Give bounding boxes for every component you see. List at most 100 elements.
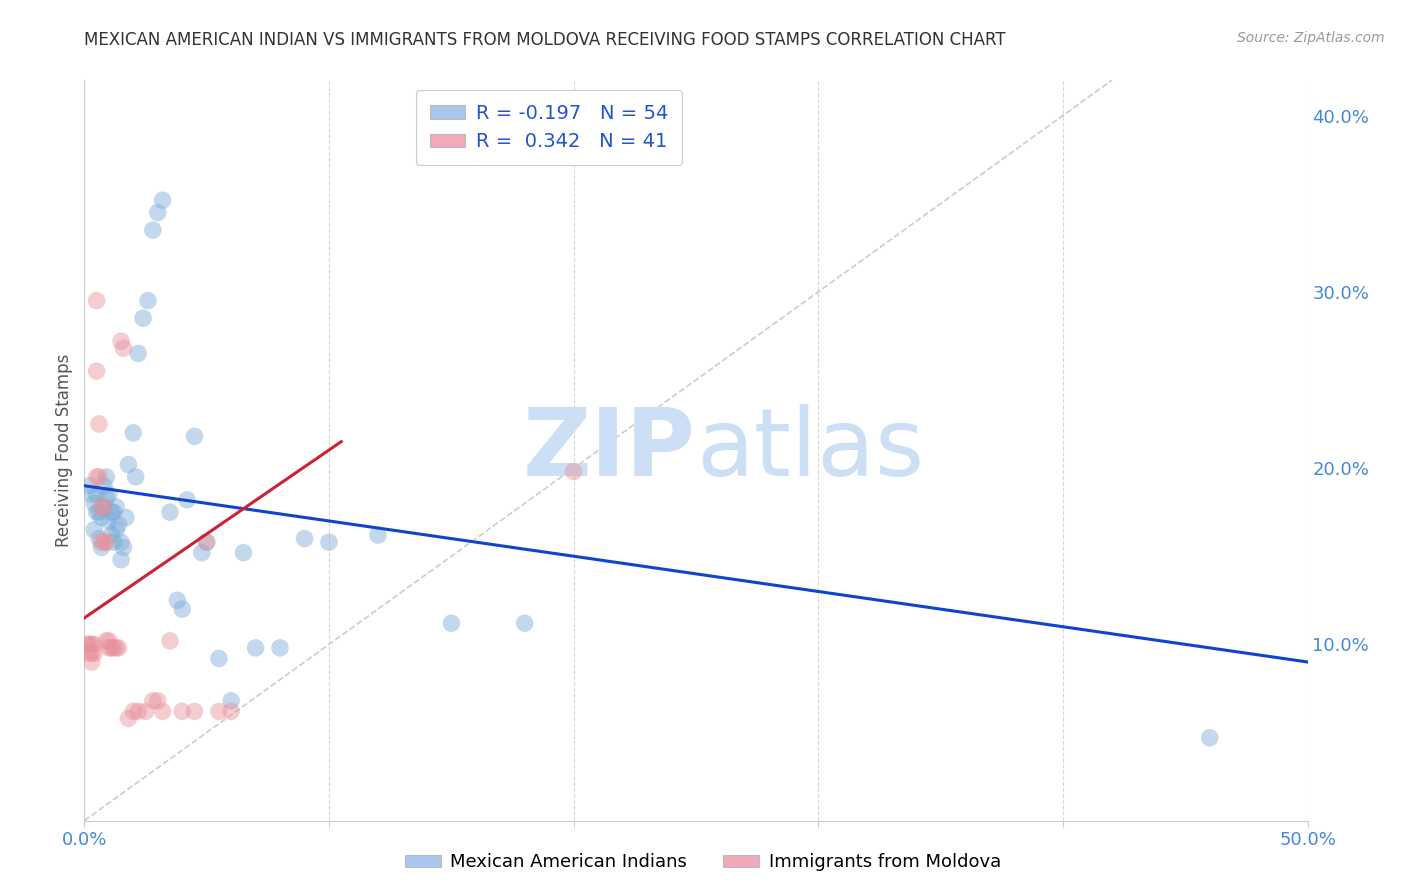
Point xyxy=(86,470,108,484)
Point xyxy=(183,429,205,443)
Point xyxy=(195,535,218,549)
Point xyxy=(96,535,118,549)
Point xyxy=(152,704,174,718)
Point xyxy=(86,505,108,519)
Point xyxy=(127,704,149,718)
Point xyxy=(117,458,139,472)
Point xyxy=(232,546,254,560)
Point xyxy=(83,496,105,510)
Y-axis label: Receiving Food Stamps: Receiving Food Stamps xyxy=(55,354,73,547)
Point xyxy=(103,535,125,549)
Point xyxy=(97,514,120,528)
Point xyxy=(136,293,159,308)
Legend: Mexican American Indians, Immigrants from Moldova: Mexican American Indians, Immigrants fro… xyxy=(398,847,1008,879)
Point xyxy=(87,532,110,546)
Point xyxy=(87,417,110,431)
Point xyxy=(93,535,115,549)
Point xyxy=(219,704,242,718)
Point xyxy=(90,541,112,555)
Point xyxy=(172,602,194,616)
Point xyxy=(562,465,585,479)
Point xyxy=(513,616,536,631)
Point xyxy=(112,541,135,555)
Point xyxy=(172,704,194,718)
Point xyxy=(440,616,463,631)
Point xyxy=(100,640,122,655)
Point xyxy=(83,646,105,660)
Point xyxy=(100,505,122,519)
Point xyxy=(122,425,145,440)
Point xyxy=(125,470,148,484)
Point xyxy=(1198,731,1220,745)
Point xyxy=(208,704,231,718)
Point xyxy=(77,479,100,493)
Point xyxy=(97,640,120,655)
Point xyxy=(90,500,112,514)
Point xyxy=(96,470,118,484)
Point xyxy=(97,633,120,648)
Point xyxy=(105,500,128,514)
Point xyxy=(127,346,149,360)
Point xyxy=(115,510,138,524)
Point xyxy=(117,711,139,725)
Point xyxy=(76,637,98,651)
Point xyxy=(103,505,125,519)
Point xyxy=(83,637,105,651)
Point xyxy=(208,651,231,665)
Point xyxy=(97,487,120,501)
Point xyxy=(77,646,100,660)
Point xyxy=(176,492,198,507)
Point xyxy=(367,528,389,542)
Text: Source: ZipAtlas.com: Source: ZipAtlas.com xyxy=(1237,31,1385,45)
Point xyxy=(83,523,105,537)
Point xyxy=(86,293,108,308)
Point xyxy=(142,694,165,708)
Point xyxy=(100,528,122,542)
Point xyxy=(87,470,110,484)
Point xyxy=(105,640,128,655)
Point xyxy=(269,640,291,655)
Point xyxy=(142,223,165,237)
Point xyxy=(86,487,108,501)
Point xyxy=(219,694,242,708)
Point xyxy=(146,205,169,219)
Point xyxy=(80,655,103,669)
Point xyxy=(90,510,112,524)
Point xyxy=(105,523,128,537)
Point xyxy=(245,640,267,655)
Point xyxy=(318,535,340,549)
Point xyxy=(107,640,129,655)
Point xyxy=(107,517,129,532)
Point xyxy=(90,535,112,549)
Legend: R = -0.197   N = 54, R =  0.342   N = 41: R = -0.197 N = 54, R = 0.342 N = 41 xyxy=(416,90,682,165)
Point xyxy=(80,637,103,651)
Point xyxy=(80,646,103,660)
Point xyxy=(132,311,155,326)
Point xyxy=(93,500,115,514)
Point xyxy=(110,535,132,549)
Point xyxy=(191,546,214,560)
Point xyxy=(103,640,125,655)
Point xyxy=(135,704,157,718)
Point xyxy=(96,633,118,648)
Point xyxy=(152,193,174,207)
Point xyxy=(80,487,103,501)
Point xyxy=(159,505,181,519)
Point xyxy=(93,479,115,493)
Point xyxy=(77,637,100,651)
Point xyxy=(110,553,132,567)
Text: atlas: atlas xyxy=(696,404,924,497)
Text: ZIP: ZIP xyxy=(523,404,696,497)
Point xyxy=(183,704,205,718)
Point xyxy=(87,505,110,519)
Point xyxy=(166,593,188,607)
Point xyxy=(122,704,145,718)
Point xyxy=(294,532,316,546)
Point xyxy=(195,535,218,549)
Point xyxy=(96,491,118,505)
Point xyxy=(93,500,115,514)
Text: MEXICAN AMERICAN INDIAN VS IMMIGRANTS FROM MOLDOVA RECEIVING FOOD STAMPS CORRELA: MEXICAN AMERICAN INDIAN VS IMMIGRANTS FR… xyxy=(84,31,1005,49)
Point xyxy=(159,633,181,648)
Point xyxy=(110,334,132,348)
Point xyxy=(86,364,108,378)
